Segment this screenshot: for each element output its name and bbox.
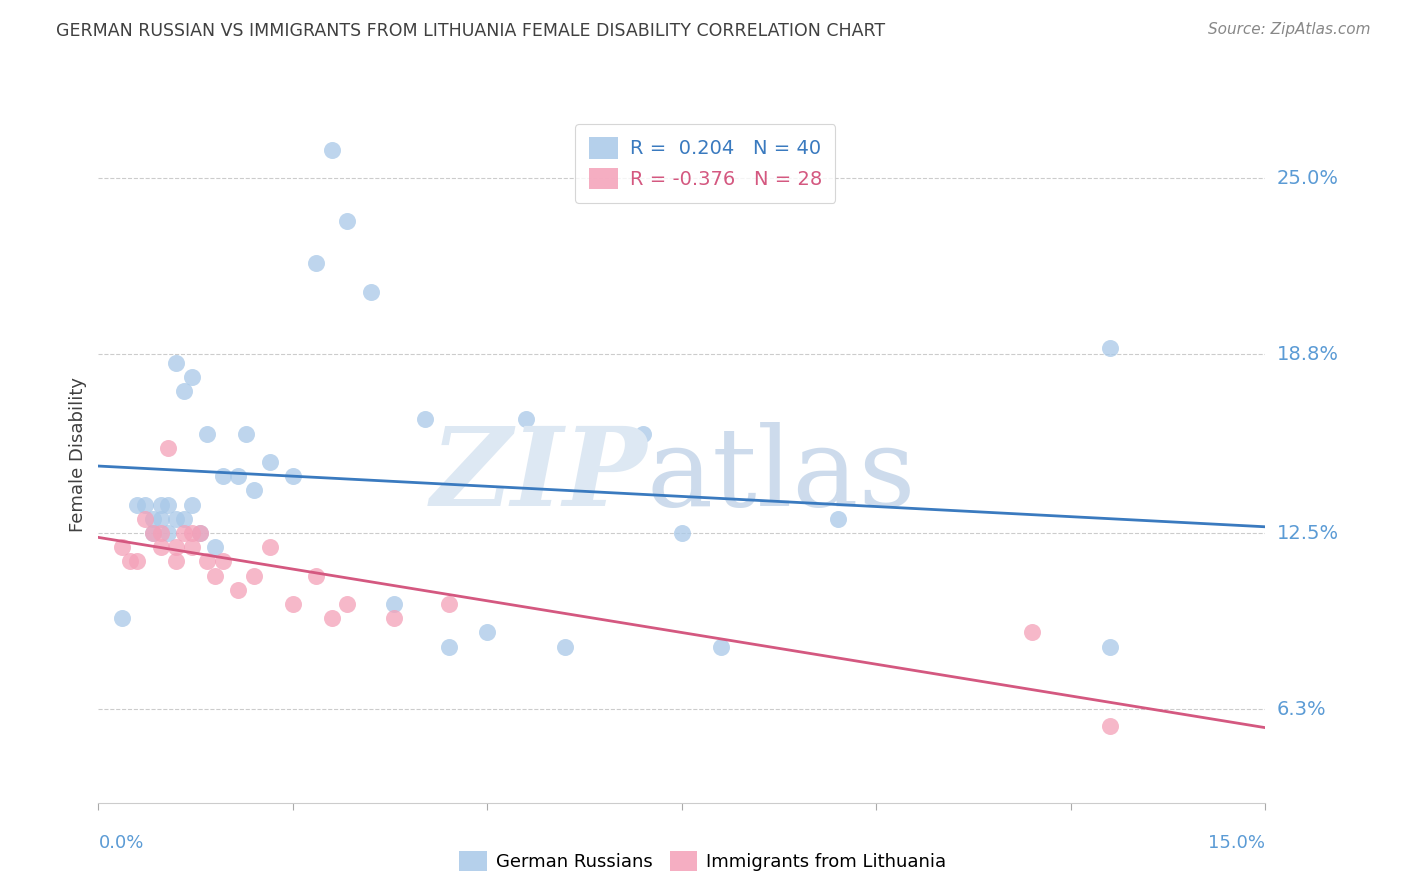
Point	[180, 369, 202, 384]
Point	[188, 526, 211, 541]
Point	[165, 356, 187, 370]
Text: Source: ZipAtlas.com: Source: ZipAtlas.com	[1208, 22, 1371, 37]
Point	[149, 498, 172, 512]
Point	[212, 554, 235, 568]
Point	[228, 469, 250, 483]
Text: 18.8%: 18.8%	[1277, 344, 1339, 364]
Point	[127, 554, 149, 568]
Point	[305, 256, 328, 270]
Point	[165, 512, 187, 526]
Point	[437, 640, 460, 654]
Point	[243, 483, 266, 498]
Text: 25.0%: 25.0%	[1277, 169, 1339, 187]
Point	[281, 597, 304, 611]
Text: 0.0%: 0.0%	[98, 834, 143, 852]
Text: GERMAN RUSSIAN VS IMMIGRANTS FROM LITHUANIA FEMALE DISABILITY CORRELATION CHART: GERMAN RUSSIAN VS IMMIGRANTS FROM LITHUA…	[56, 22, 886, 40]
Point	[173, 526, 195, 541]
Text: 15.0%: 15.0%	[1208, 834, 1265, 852]
Point	[149, 512, 172, 526]
Text: 6.3%: 6.3%	[1277, 699, 1326, 719]
Point	[149, 526, 172, 541]
Point	[165, 540, 187, 554]
Point	[180, 526, 202, 541]
Point	[360, 285, 382, 299]
Point	[243, 568, 266, 582]
Point	[515, 412, 537, 426]
Point	[212, 469, 235, 483]
Point	[142, 512, 165, 526]
Legend: R =  0.204   N = 40, R = -0.376   N = 28: R = 0.204 N = 40, R = -0.376 N = 28	[575, 124, 835, 203]
Text: 12.5%: 12.5%	[1277, 524, 1339, 542]
Point	[437, 597, 460, 611]
Point	[111, 611, 134, 625]
Legend: German Russians, Immigrants from Lithuania: German Russians, Immigrants from Lithuan…	[453, 844, 953, 879]
Point	[157, 441, 180, 455]
Text: ZIP: ZIP	[430, 422, 647, 530]
Point	[1021, 625, 1043, 640]
Point	[173, 512, 195, 526]
Point	[281, 469, 304, 483]
Point	[111, 540, 134, 554]
Point	[157, 526, 180, 541]
Point	[710, 640, 733, 654]
Text: atlas: atlas	[647, 422, 917, 529]
Point	[305, 568, 328, 582]
Point	[1098, 640, 1121, 654]
Point	[134, 512, 156, 526]
Point	[382, 597, 405, 611]
Point	[188, 526, 211, 541]
Point	[336, 213, 359, 227]
Point	[1098, 342, 1121, 356]
Point	[157, 498, 180, 512]
Point	[204, 540, 226, 554]
Point	[180, 540, 202, 554]
Point	[142, 526, 165, 541]
Point	[165, 554, 187, 568]
Point	[336, 597, 359, 611]
Point	[142, 526, 165, 541]
Point	[259, 540, 281, 554]
Point	[127, 498, 149, 512]
Point	[173, 384, 195, 398]
Point	[195, 426, 218, 441]
Point	[134, 498, 156, 512]
Point	[195, 554, 218, 568]
Y-axis label: Female Disability: Female Disability	[69, 377, 87, 533]
Point	[671, 526, 693, 541]
Point	[149, 540, 172, 554]
Point	[321, 143, 343, 157]
Point	[235, 426, 257, 441]
Point	[827, 512, 849, 526]
Point	[259, 455, 281, 469]
Point	[228, 582, 250, 597]
Point	[204, 568, 226, 582]
Point	[413, 412, 436, 426]
Point	[1098, 719, 1121, 733]
Point	[631, 426, 654, 441]
Point	[477, 625, 499, 640]
Point	[118, 554, 141, 568]
Point	[554, 640, 576, 654]
Point	[321, 611, 343, 625]
Point	[180, 498, 202, 512]
Point	[382, 611, 405, 625]
